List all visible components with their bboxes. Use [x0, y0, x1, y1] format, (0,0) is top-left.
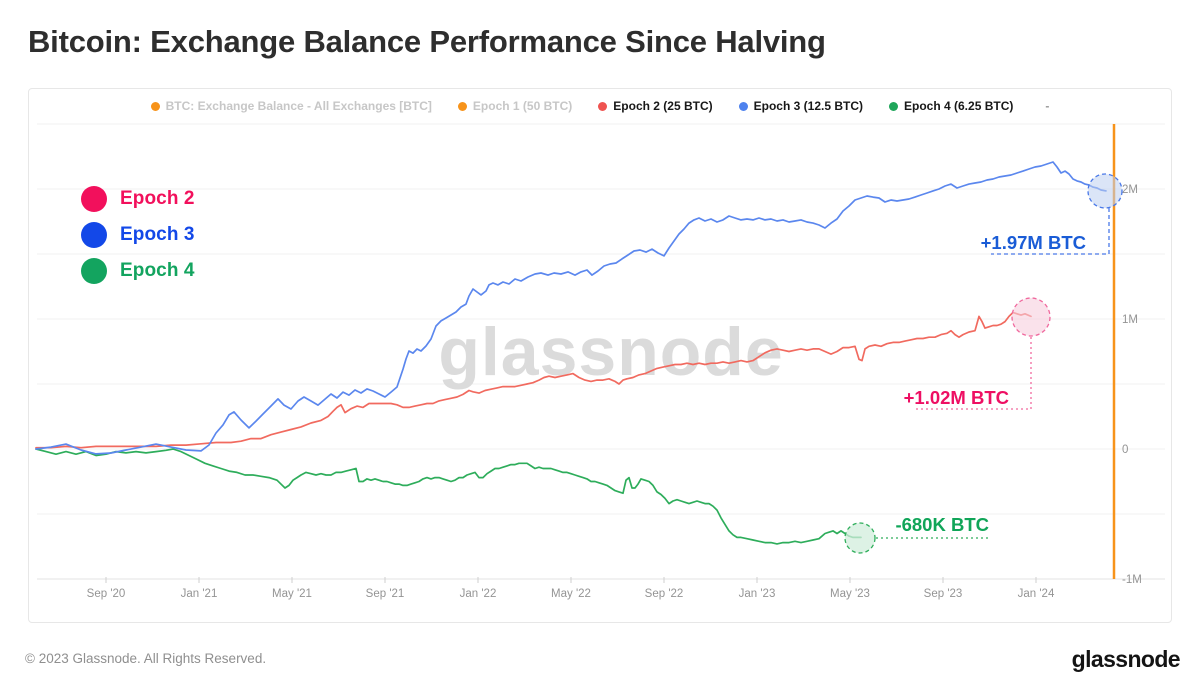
x-tick-label: Sep '22 [645, 588, 684, 600]
series-line-epoch-3-12-5-btc- [35, 161, 1107, 455]
x-tick-label: Jan '23 [739, 588, 776, 600]
legend-overflow-item[interactable]: - [1045, 99, 1050, 113]
series-line-epoch-2-25-btc- [35, 311, 1032, 449]
x-tick-label: Jan '21 [181, 588, 218, 600]
annotation-connector-epoch2-end [913, 337, 1032, 410]
page-title: Bitcoin: Exchange Balance Performance Si… [28, 24, 826, 59]
legend-dot-icon [150, 101, 160, 111]
legend-label: Epoch 3 (12.5 BTC) [753, 99, 863, 113]
annotation-label-epoch4-end: -680K BTC [895, 514, 989, 535]
epoch-callout-label: Epoch 2 [120, 188, 195, 209]
legend-label: BTC: Exchange Balance - All Exchanges [B… [165, 99, 432, 113]
x-tick-label: Jan '22 [460, 588, 497, 600]
epoch-callout-epoch-3: Epoch 3 [81, 217, 195, 253]
legend-item-1[interactable]: Epoch 1 (50 BTC) [457, 99, 573, 113]
watermark: glassnode [438, 314, 783, 390]
annotation-endpoint-circle-epoch2-end [1011, 297, 1051, 337]
legend-item-3[interactable]: Epoch 3 (12.5 BTC) [738, 99, 863, 113]
legend-item-2[interactable]: Epoch 2 (25 BTC) [598, 99, 713, 113]
y-tick-label: 0 [1122, 444, 1128, 456]
footer-copyright: © 2023 Glassnode. All Rights Reserved. [25, 651, 267, 666]
annotation-label-epoch3-end: +1.97M BTC [981, 232, 1086, 253]
epoch-dot-icon [81, 186, 107, 212]
legend-dot-icon [738, 101, 748, 111]
x-tick-label: Sep '20 [87, 588, 126, 600]
annotation-label-epoch2-end: +1.02M BTC [904, 387, 1009, 408]
legend-dot-icon [598, 101, 608, 111]
epoch-dot-icon [81, 258, 107, 284]
chart-legend: BTC: Exchange Balance - All Exchanges [B… [29, 99, 1171, 113]
series-line-epoch-4-6-25-btc- [35, 448, 862, 545]
x-tick-label: May '22 [551, 588, 591, 600]
legend-item-0[interactable]: BTC: Exchange Balance - All Exchanges [B… [150, 99, 432, 113]
x-tick-label: Jan '24 [1018, 588, 1055, 600]
epoch-dot-icon [81, 222, 107, 248]
epoch-callout-epoch-2: Epoch 2 [81, 181, 195, 217]
chart-card: BTC: Exchange Balance - All Exchanges [B… [28, 88, 1172, 623]
epoch-callout-epoch-4: Epoch 4 [81, 253, 195, 289]
glassnode-logo: glassnode [1071, 646, 1181, 672]
epoch-callouts: Epoch 2 Epoch 3 Epoch 4 [81, 181, 195, 289]
legend-label: Epoch 2 (25 BTC) [613, 99, 713, 113]
epoch-callout-label: Epoch 3 [120, 224, 195, 245]
x-tick-label: May '23 [830, 588, 870, 600]
y-tick-label: 2M [1122, 184, 1138, 196]
annotation-connector-epoch3-end [991, 208, 1110, 255]
annotation-endpoint-circle-epoch3-end [1087, 173, 1123, 209]
legend-label: Epoch 1 (50 BTC) [472, 99, 573, 113]
y-tick-label: -1M [1122, 574, 1142, 586]
legend-dot-icon [457, 101, 467, 111]
x-tick-label: Sep '21 [366, 588, 405, 600]
legend-label: Epoch 4 (6.25 BTC) [904, 99, 1014, 113]
legend-item-4[interactable]: Epoch 4 (6.25 BTC) [889, 99, 1013, 113]
chart-svg: Sep '20 Jan '21 May '21 Sep '21 Jan '22 May '… [35, 123, 1165, 600]
x-tick-label: Sep '23 [924, 588, 963, 600]
annotation-endpoint-circle-epoch4-end [844, 522, 876, 554]
epoch-callout-label: Epoch 4 [120, 260, 195, 281]
x-tick-label: May '21 [272, 588, 312, 600]
y-tick-label: 1M [1122, 314, 1138, 326]
legend-dot-icon [889, 101, 898, 111]
